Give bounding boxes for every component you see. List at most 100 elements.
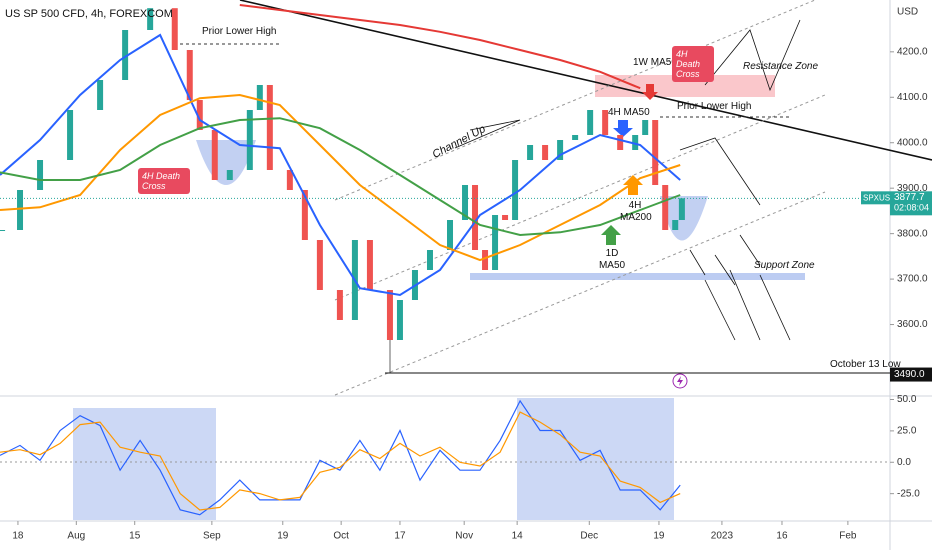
symbol-label: SPXUSD [863,193,896,202]
x-tick-label: 19 [277,531,289,542]
candle [472,185,479,250]
trend-line [239,0,932,161]
candle [316,240,323,290]
y-tick-label: 3900.0 [897,183,928,194]
low-tag [890,367,932,382]
candle [246,110,253,170]
oscillator-highlight [73,408,216,520]
x-tick-label: 15 [129,531,141,542]
candle [572,135,579,140]
marker-arrow [642,84,658,100]
y-tick-label: -25.0 [897,488,920,499]
candle [67,110,74,160]
annotation: Prior Lower High [202,26,277,37]
candle [632,135,639,150]
candle [557,140,564,160]
marks: 3600.0 3700.0 3800.0 3900.0 4000.0 4100.0 4200… [0,4,932,542]
candle [482,250,489,270]
x-tick-label: Oct [333,531,349,542]
projection-arrows [454,19,801,341]
x-tick-label: Sep [203,531,221,542]
candle [386,290,393,340]
series-line [0,93,681,262]
candle [662,185,669,230]
annotation: 4H MA50 [608,107,650,118]
annotation: Prior Lower High [677,101,752,112]
annotation: October 13 Low [830,359,901,370]
candle [122,30,129,80]
countdown-label: 02:08:04 [894,203,929,213]
candle [426,250,433,270]
candle [366,240,373,290]
candle [678,198,685,220]
candle [256,85,263,110]
candle [286,170,293,190]
low-label: 3490.0 [894,369,925,380]
annotation: Support Zone [754,260,815,271]
x-tick-label: Feb [839,531,857,542]
resistance-zone [595,75,775,97]
x-tick-label: Aug [67,531,85,542]
support-zone [470,273,805,280]
series-line [0,411,681,511]
annotation: 1D MA50 [598,248,626,271]
series-line [0,117,681,237]
series-line [239,4,641,90]
candle [502,215,509,220]
candle [147,8,154,30]
callout: 4H Death Cross [138,168,190,194]
annotation: 4H MA200 [620,200,652,223]
candle [211,130,218,180]
candle [17,190,24,230]
candle [542,145,549,160]
candle [527,145,534,160]
x-tick-label: 2023 [711,531,734,542]
candle [617,135,624,150]
y-tick-label: 3800.0 [897,228,928,239]
channel-line [334,0,816,201]
price-tag [890,191,932,216]
candle [186,50,193,100]
event-icon [677,376,683,386]
currency-label: USD [897,7,918,18]
annotation: Resistance Zone [743,61,819,72]
y-tick-label: 3600.0 [897,319,928,330]
x-tick-label: 17 [394,531,406,542]
x-tick-label: 16 [776,531,788,542]
x-tick-label: 19 [653,531,665,542]
candle [396,300,403,340]
candle [301,190,308,240]
candle [652,120,659,185]
y-tick-label: 3700.0 [897,274,928,285]
candle [587,110,594,135]
channel-line [334,191,826,396]
annotation: 1W MA50 [633,57,677,68]
series-line [0,33,681,297]
marker-arrow [613,120,633,137]
candle [512,160,519,220]
candle [171,8,178,51]
marker-arrow [601,225,621,245]
y-tick-label: 0.0 [897,457,911,468]
candle [97,80,104,110]
symbol-tag [861,191,890,205]
candle [336,290,343,320]
candle [196,100,203,130]
callout: 4H Death Cross [672,46,714,82]
candle [462,185,469,220]
candle [226,170,233,180]
x-tick-label: Nov [455,531,473,542]
price-label: 3877.7 [894,192,925,203]
candle [266,85,273,170]
candle [447,220,454,250]
y-tick-label: 50.0 [897,394,917,405]
x-tick-label: 18 [12,531,24,542]
x-tick-label: Dec [580,531,598,542]
y-tick-label: 4200.0 [897,46,928,57]
candle [672,220,679,230]
candle [492,215,499,270]
candle [602,110,609,135]
oscillator-highlight [517,398,674,520]
